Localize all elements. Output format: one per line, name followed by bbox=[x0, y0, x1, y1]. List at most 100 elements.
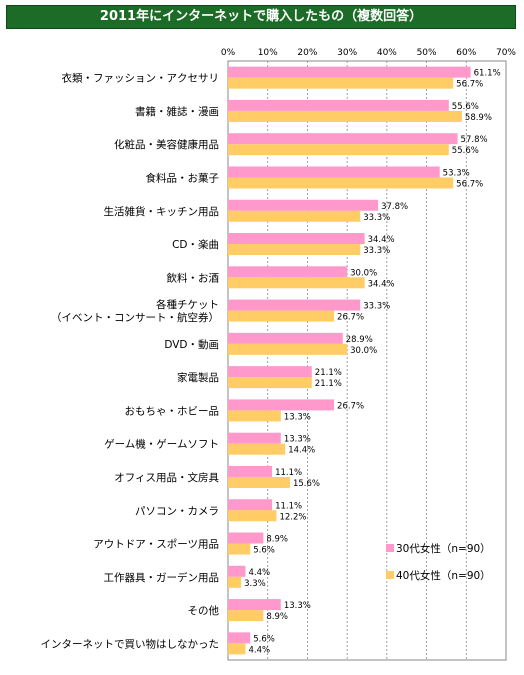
bar bbox=[228, 366, 312, 378]
legend-label: 40代女性（n=90） bbox=[396, 569, 491, 582]
bar bbox=[228, 244, 361, 256]
bar bbox=[228, 99, 449, 111]
bar bbox=[228, 410, 281, 422]
bar bbox=[228, 476, 290, 488]
bar-value-label: 33.3% bbox=[363, 213, 390, 223]
category-label: インターネットで買い物はしなかった bbox=[41, 637, 220, 650]
x-tick-label: 70% bbox=[496, 48, 516, 58]
bar bbox=[228, 377, 312, 389]
category-label: 化粧品・美容健康用品 bbox=[114, 138, 219, 151]
bar-value-label: 33.3% bbox=[363, 302, 390, 312]
bar-value-label: 58.9% bbox=[465, 113, 492, 123]
bar bbox=[228, 233, 365, 245]
bar-value-label: 56.7% bbox=[456, 179, 483, 189]
bar-value-label: 26.7% bbox=[337, 313, 364, 323]
bar bbox=[228, 332, 343, 344]
bar-value-label: 30.0% bbox=[350, 346, 377, 356]
bar-value-label: 13.3% bbox=[284, 412, 311, 422]
bar-value-label: 37.8% bbox=[381, 202, 408, 212]
bar bbox=[228, 110, 462, 122]
legend-label: 30代女性（n=90） bbox=[396, 542, 491, 555]
bar-value-label: 11.1% bbox=[275, 501, 302, 511]
x-tick-label: 10% bbox=[258, 48, 278, 58]
bar-value-label: 8.9% bbox=[266, 535, 288, 545]
bar bbox=[228, 199, 379, 211]
bar bbox=[228, 277, 365, 289]
category-label: 工作器具・ガーデン用品 bbox=[104, 571, 220, 584]
bar bbox=[228, 77, 454, 89]
bar bbox=[228, 66, 471, 78]
plot-area bbox=[227, 60, 507, 661]
bar-value-label: 21.1% bbox=[315, 368, 342, 378]
bar bbox=[228, 465, 273, 477]
bar-value-label: 53.3% bbox=[443, 168, 470, 178]
x-tick-label: 30% bbox=[337, 48, 357, 58]
x-tick-label: 20% bbox=[297, 48, 317, 58]
bar-value-label: 33.3% bbox=[363, 246, 390, 256]
bar-value-label: 3.3% bbox=[244, 579, 266, 589]
bar bbox=[228, 166, 440, 178]
bar bbox=[228, 266, 348, 278]
category-label: 衣類・ファッション・アクセサリ bbox=[62, 72, 220, 85]
bar bbox=[228, 499, 273, 511]
bar-value-label: 26.7% bbox=[337, 401, 364, 411]
bar-value-label: 5.6% bbox=[253, 546, 275, 556]
bar-value-label: 13.3% bbox=[284, 435, 311, 445]
category-label: その他 bbox=[188, 604, 220, 617]
bar-value-label: 56.7% bbox=[456, 80, 483, 90]
bar bbox=[228, 599, 281, 611]
bar-value-label: 15.6% bbox=[293, 479, 320, 489]
bar bbox=[228, 643, 246, 655]
bar-value-label: 13.3% bbox=[284, 601, 311, 611]
bar bbox=[228, 576, 242, 588]
bar-value-label: 14.4% bbox=[288, 446, 315, 456]
bar bbox=[228, 144, 449, 156]
category-label: オフィス用品・文房具 bbox=[114, 471, 219, 484]
bar bbox=[228, 532, 264, 544]
bar-value-label: 11.1% bbox=[275, 468, 302, 478]
bar bbox=[228, 565, 246, 577]
bar-value-label: 34.4% bbox=[368, 235, 395, 245]
bar bbox=[228, 543, 251, 555]
x-tick-label: 0% bbox=[221, 48, 236, 58]
bar-value-label: 21.1% bbox=[315, 379, 342, 389]
category-label: DVD・動画 bbox=[164, 338, 219, 351]
bar-value-label: 12.2% bbox=[279, 512, 306, 522]
bar bbox=[228, 399, 335, 411]
category-label: 各種チケット（イベント・コンサート・航空券） bbox=[51, 298, 219, 324]
category-label: 書籍・雑誌・漫画 bbox=[135, 105, 219, 118]
bar-value-label: 34.4% bbox=[368, 279, 395, 289]
category-label: 飲料・お酒 bbox=[167, 271, 220, 284]
category-label: アウトドア・スポーツ用品 bbox=[93, 539, 219, 551]
x-tick-label: 40% bbox=[377, 48, 397, 58]
category-label: ゲーム機・ゲームソフト bbox=[104, 438, 219, 451]
category-label: おもちゃ・ホビー品 bbox=[125, 405, 220, 417]
bar bbox=[228, 299, 361, 311]
category-label: 食料品・お菓子 bbox=[146, 171, 220, 184]
bar bbox=[228, 443, 286, 455]
category-label: 家電製品 bbox=[177, 371, 219, 384]
bar-value-label: 5.6% bbox=[253, 634, 275, 644]
bar-value-label: 30.0% bbox=[350, 268, 377, 278]
x-tick-label: 50% bbox=[417, 48, 437, 58]
bar-value-label: 4.4% bbox=[248, 568, 270, 578]
legend-swatch bbox=[386, 544, 394, 552]
bar bbox=[228, 133, 458, 145]
bar bbox=[228, 177, 454, 189]
chart-title: 2011年にインターネットで購入したもの（複数回答） bbox=[6, 5, 516, 29]
x-tick-label: 60% bbox=[456, 48, 476, 58]
bar bbox=[228, 632, 251, 644]
bar-value-label: 4.4% bbox=[248, 645, 270, 655]
bar bbox=[228, 510, 277, 522]
category-label: CD・楽曲 bbox=[172, 238, 219, 251]
bar-value-label: 28.9% bbox=[346, 335, 373, 345]
bar-value-label: 8.9% bbox=[266, 612, 288, 622]
bar bbox=[228, 432, 281, 444]
bar-value-label: 61.1% bbox=[474, 69, 501, 79]
bar bbox=[228, 610, 264, 622]
legend-swatch bbox=[386, 571, 394, 579]
category-label: 生活雑貨・キッチン用品 bbox=[104, 205, 220, 218]
bar-value-label: 55.6% bbox=[452, 102, 479, 112]
bar bbox=[228, 310, 335, 322]
